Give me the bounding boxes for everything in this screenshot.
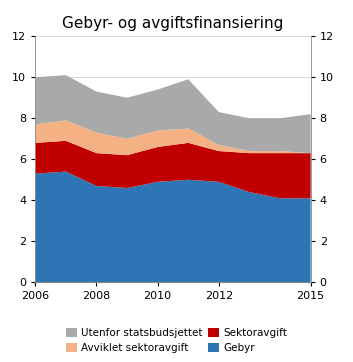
Title: Gebyr- og avgiftsfinansiering: Gebyr- og avgiftsfinansiering [62,16,284,31]
Legend: Utenfor statsbudsjettet, Avviklet sektoravgift, Sektoravgift, Gebyr: Utenfor statsbudsjettet, Avviklet sektor… [66,328,287,353]
